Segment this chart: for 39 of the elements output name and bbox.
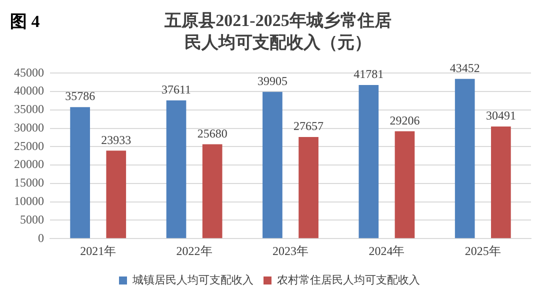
- data-label: 35786: [65, 89, 96, 104]
- x-tick-label: 2022年: [176, 244, 212, 258]
- y-tick-label: 0: [38, 230, 44, 245]
- bar: [202, 144, 222, 238]
- x-tick-label: 2023年: [272, 244, 308, 258]
- data-label: 41781: [354, 67, 384, 82]
- y-tick-label: 40000: [14, 84, 44, 98]
- x-tick-label: 2025年: [464, 244, 501, 258]
- bar: [454, 78, 475, 238]
- bar: [166, 100, 186, 238]
- data-label: 39905: [257, 74, 288, 88]
- y-tick-label: 5000: [20, 212, 44, 226]
- data-label: 43452: [450, 61, 480, 76]
- data-label: 27657: [294, 119, 324, 134]
- data-label: 25680: [197, 126, 228, 140]
- y-tick-label: 25000: [14, 138, 44, 153]
- y-tick-label: 20000: [14, 157, 44, 172]
- data-label: 29206: [390, 113, 420, 128]
- bar: [262, 92, 282, 238]
- caption: 图 4: [10, 11, 40, 33]
- bar: [70, 107, 90, 238]
- x-tick-label: 2024年: [368, 244, 405, 258]
- data-label: 37611: [161, 82, 192, 97]
- bar: [491, 126, 511, 238]
- bar: [298, 136, 318, 238]
- legend-label: 农村常住居民人均可支配收入: [277, 273, 420, 286]
- y-tick-label: 30000: [14, 120, 44, 134]
- y-tick-label: 15000: [14, 176, 44, 190]
- data-label: 23933: [101, 132, 132, 147]
- bar: [106, 150, 126, 238]
- y-tick-label: 10000: [14, 194, 44, 208]
- y-tick-label: 45000: [14, 65, 44, 80]
- data-label: 30491: [486, 108, 516, 123]
- y-tick-label: 35000: [14, 102, 44, 116]
- bar: [394, 131, 415, 238]
- chart-title: 五原县2021-2025年城乡常住居民人均可支配收入（元）: [164, 10, 392, 54]
- legend-label: 城镇居民人均可支配收入: [132, 273, 254, 286]
- bar: [358, 85, 379, 238]
- x-tick-label: 2021年: [80, 244, 116, 258]
